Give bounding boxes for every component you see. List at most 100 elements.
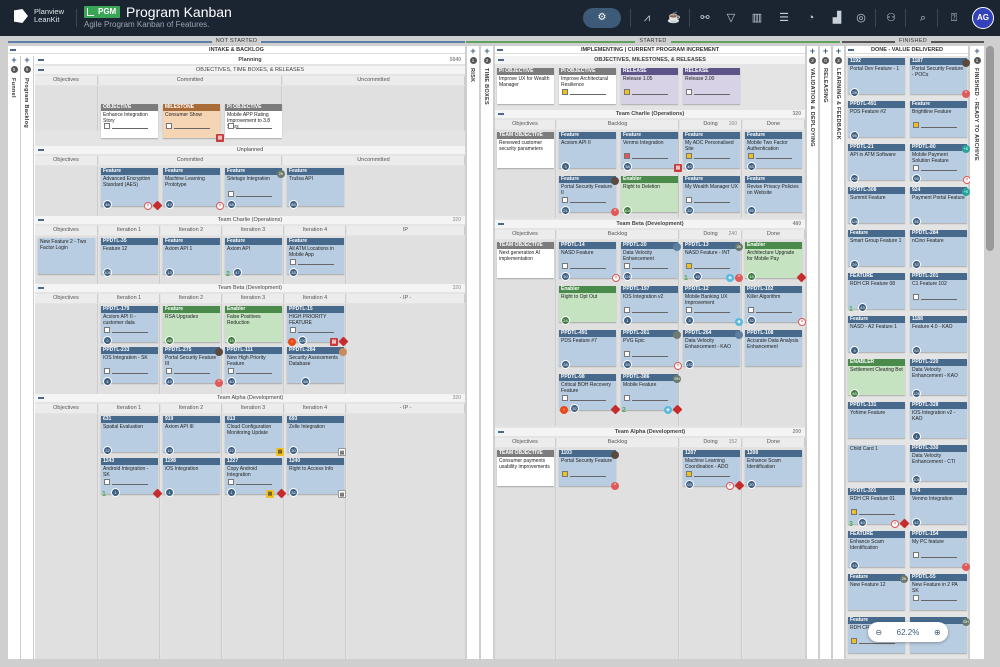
card-feature[interactable]: Feature Revise Privacy Policies on Websit… [745, 176, 802, 215]
card-feature[interactable]: 631 Spatial Evaluation 22 [101, 416, 158, 455]
card-feature[interactable]: PPDTL-491 PDS Feature #2 98 [848, 101, 905, 140]
card-feature[interactable]: PPDTL-233 IOS Integration - SK 4 [101, 347, 158, 386]
add-card-releasing-icon[interactable]: + [822, 46, 829, 56]
card-feature[interactable]: PPDTL-284 Security Assessments Database 58 [287, 347, 347, 386]
card-feature[interactable]: PPDTL-14 NASD Feature 30 × [559, 242, 620, 282]
card-feature[interactable]: 813 Cloud Configuration Monitoring Update… [225, 416, 284, 456]
card-feature[interactable]: PPDTL-201 C1 Feature 102 [910, 273, 967, 309]
card-feature[interactable]: PPDTL-220 Data Velocity Enhancement - KAO… [910, 359, 967, 398]
card-feature[interactable]: PPDTL-275 Portal Security Feature III 43 ^ [163, 347, 223, 387]
add-card-backlog-icon[interactable]: + [24, 55, 30, 65]
card-enabler[interactable]: Enabler Architecture Upgrade for Mobile P… [745, 242, 807, 283]
card-feature[interactable]: Feature Smart Group Feature 1 29 [848, 230, 905, 269]
vertical-scrollbar[interactable] [986, 46, 994, 251]
card-feature[interactable]: 1227 Copy Android Integration 1 ▦ [225, 458, 287, 499]
card-feature[interactable]: Feature Sitetags Integration 58 2h [225, 168, 285, 209]
collapse-icon[interactable] [38, 397, 44, 399]
card-feature[interactable]: 1240 Right to Access Info 32 ▦ [287, 458, 346, 498]
reports-button[interactable]: ▟ [828, 9, 846, 27]
hierarchy-filter-button[interactable]: ⩘ [638, 9, 656, 27]
card-feature[interactable]: PPDTL-98 Critical BOH Recovery Feature › 32 [559, 374, 621, 415]
card-feature[interactable]: PPDTL-197 IOS Integration v2 1 [621, 286, 678, 325]
archive-label[interactable]: FINISHED - READY TO ARCHIVE [973, 68, 979, 161]
card-team-objective[interactable]: TEAM OBJECTIVE Renewed customer security … [497, 132, 554, 168]
zoom-in-icon[interactable]: ⊕ [933, 627, 941, 637]
zoom-out-icon[interactable]: ⊖ [875, 627, 883, 637]
releasing-label[interactable]: RELEASING [822, 68, 828, 103]
card-feature[interactable]: Feature Axiom API 1 13 [163, 238, 220, 277]
card-feature[interactable]: PPDTL-13 NASD Feature - INT 1 16 2h ◈ ^ [683, 242, 743, 282]
program-backlog-label[interactable]: Program Backlog [23, 78, 29, 129]
card-feature[interactable]: FEATURE Enhance Scam Identification 13 [848, 531, 905, 570]
add-card-timebox-icon[interactable]: + [484, 46, 490, 56]
card-feature[interactable]: 1243 Android Integration - SK 1 1 [101, 458, 163, 499]
time-boxes-label[interactable]: TIME BOXES [483, 68, 489, 105]
card-feature[interactable]: Feature Mobile Two Factor Authentication 5… [745, 132, 802, 171]
card-feature[interactable]: PPDTL-12 Mobile Banking UX Improvement 3 ◈ [683, 286, 743, 326]
card-feature[interactable]: Feature RSA Upgrades 88 [163, 306, 220, 345]
card-feature[interactable]: PPDTL-102 Killer Algorithm 32 × [745, 286, 806, 326]
list-view-button[interactable]: ☰ [775, 9, 793, 27]
card-release[interactable]: RELEASE Release 2.00 [683, 68, 740, 104]
card-feature[interactable]: 874 Venmo Integration 42 [910, 488, 967, 527]
card-feature[interactable]: PPDTL-330 Data Velocity Enhancement - CTI… [910, 445, 967, 484]
collapse-icon[interactable] [848, 49, 854, 51]
card-feature[interactable]: 1207 Machine Learning Coordination - ADO 0… [683, 450, 745, 491]
card-feature[interactable]: 1103 Portal Security Feature ^ [559, 450, 619, 490]
learning-label[interactable]: LEARNING & FEEDBACK [835, 68, 841, 141]
card-feature[interactable]: PPDTL-108 Accurate Data Analysis Enhancem… [745, 330, 802, 366]
card-milestone[interactable]: MILESTONE Consumer Show ▦ [163, 104, 224, 142]
card-feature[interactable]: Feature Advanced Encryption Standard (AES… [101, 168, 163, 211]
collapse-icon[interactable] [498, 59, 504, 61]
card-feature[interactable]: FEATURE RDH CR Feature 08 1 43 [848, 273, 905, 313]
card-feature[interactable]: PPDTL-284 nCino Feature 32 [910, 230, 967, 269]
card-feature[interactable]: PPDTL-264 Data Velocity Enhancement - KAO… [683, 330, 743, 369]
card-feature[interactable]: PPDTL-55 New Feature in 2 PA SK [910, 574, 967, 610]
board-view-button[interactable]: ▥ [748, 9, 766, 27]
card-feature[interactable]: Feature Portal Security Feature II 21 ^ [559, 176, 619, 216]
search-button[interactable]: ⌕ [914, 9, 932, 27]
card-feature[interactable]: 1192 Portal Dev Feature - 1 28 [848, 58, 905, 97]
card-child[interactable]: New Feature 2 - Two Factor Login [38, 238, 95, 274]
collapse-icon[interactable] [497, 49, 503, 51]
collapse-icon[interactable] [498, 223, 504, 225]
funnel-label[interactable]: Funnel [10, 78, 16, 98]
timeline-button[interactable]: ◔ [802, 9, 820, 27]
card-feature[interactable]: PPDTL-154 My PC feature ^ [910, 531, 970, 571]
card-feature[interactable]: PPDTL-21 API in ATM Software 104 [848, 144, 905, 183]
card-feature[interactable]: PPDTL-261 PVG Epic 33 × [621, 330, 682, 370]
card-feature[interactable]: Feature Acxiom API II 3 [559, 132, 616, 171]
risk-label[interactable]: RISK [469, 68, 475, 83]
card-feature[interactable]: PPDTL-491 PDS Feature #7 28 [559, 330, 616, 369]
card-feature[interactable]: 1208 Enhance Scam Identification 20 [745, 450, 802, 489]
add-card-learning-icon[interactable]: + [835, 46, 842, 56]
card-feature[interactable]: Feature My Wealth Manager UX 22 [683, 176, 740, 215]
collapse-icon[interactable] [498, 431, 504, 433]
filter-button[interactable]: ▽ [722, 9, 740, 27]
card-pi-objective[interactable]: PI OBJECTIVE Mobile APP Rating Improvemen… [225, 104, 282, 138]
card-feature[interactable]: PPDTL-15 HIGH PRIORITY FEATURE › 120 ▦ [287, 306, 349, 347]
card-feature[interactable]: Feature Brightline Feature [910, 101, 967, 137]
planview-logo[interactable]: Planview LeanKit [14, 8, 64, 24]
add-card-risk-icon[interactable]: + [470, 46, 476, 56]
card-feature[interactable]: Feature New Feature 12 2h [848, 574, 908, 610]
add-card-funnel-icon[interactable]: + [11, 55, 17, 65]
add-card-archive-icon[interactable]: + [974, 46, 980, 56]
card-team-objective[interactable]: TEAM OBJECTIVE Next generation AI impleme… [497, 242, 554, 278]
user-avatar[interactable]: AG [972, 7, 994, 29]
validation-label[interactable]: VALIDATION & DEPLOYING [809, 68, 815, 147]
card-feature[interactable]: Feature My ADC Personalised Site 40 [683, 132, 740, 171]
board-settings-button[interactable]: ⚙ [583, 8, 621, 28]
collapse-icon[interactable] [38, 149, 44, 151]
connections-button[interactable]: ⚯ [696, 9, 714, 27]
card-objective[interactable]: OBJECTIVE Enhance Integration Story [101, 104, 158, 138]
card-feature[interactable]: PPDTL-35 Feature 12 108 [101, 238, 158, 277]
card-pi-objective[interactable]: PI OBJECTIVE Improve UX for Wealth Manage… [497, 68, 554, 104]
card-feature[interactable]: 1188 Feature 4.0 - KAO 53 [910, 316, 967, 355]
collapse-icon[interactable] [10, 49, 16, 51]
collapse-icon[interactable] [498, 113, 504, 115]
card-feature[interactable]: 1198 iOS Integration 1 [163, 458, 220, 497]
help-button[interactable]: ⍰ [945, 9, 963, 27]
cup-button[interactable]: ☕ [665, 9, 683, 27]
add-card-validation-icon[interactable]: + [809, 46, 816, 56]
